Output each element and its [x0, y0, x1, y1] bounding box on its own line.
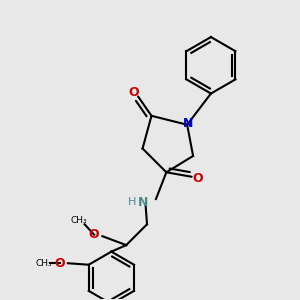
Text: CH₃: CH₃: [35, 259, 52, 268]
Text: O: O: [193, 172, 203, 185]
Text: N: N: [183, 117, 193, 130]
Text: H: H: [128, 197, 136, 207]
Text: N: N: [137, 196, 148, 208]
Text: O: O: [128, 85, 139, 98]
Text: CH₃: CH₃: [71, 216, 88, 225]
Text: O: O: [89, 228, 99, 241]
Text: O: O: [54, 257, 65, 270]
